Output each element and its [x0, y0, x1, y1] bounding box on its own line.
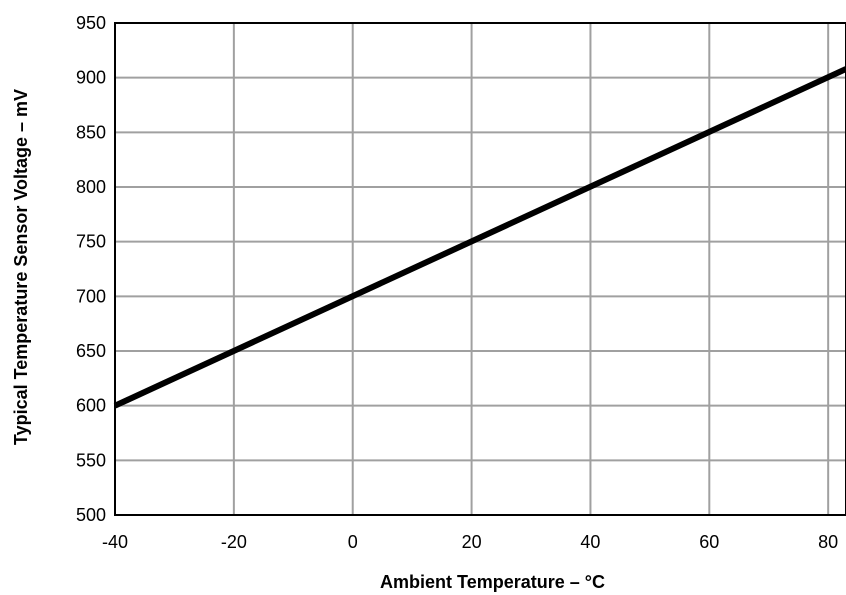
series-group	[113, 66, 846, 409]
y-tick-label: 750	[76, 232, 106, 252]
x-gridlines	[232, 23, 830, 515]
y-tick-label: 550	[76, 450, 106, 470]
plot-frame	[114, 22, 846, 516]
x-tick-label: 20	[462, 532, 482, 552]
x-tick-label: 60	[699, 532, 719, 552]
y-gridlines	[115, 76, 846, 462]
x-tick-label: 0	[348, 532, 358, 552]
y-tick-label: 850	[76, 122, 106, 142]
x-axis-title: Ambient Temperature – °C	[380, 572, 605, 592]
x-tick-label: -40	[102, 532, 128, 552]
y-tick-labels: 500 550 600 650 700 750 800 850 900 950	[76, 13, 106, 525]
y-tick-label: 950	[76, 13, 106, 33]
x-tick-labels: -40 -20 0 20 40 60 80	[102, 532, 838, 552]
y-tick-label: 900	[76, 68, 106, 88]
x-tick-label: 80	[818, 532, 838, 552]
y-tick-label: 800	[76, 177, 106, 197]
y-tick-label: 650	[76, 341, 106, 361]
y-axis-title: Typical Temperature Sensor Voltage – mV	[11, 89, 31, 445]
y-tick-label: 600	[76, 396, 106, 416]
y-tick-label: 500	[76, 505, 106, 525]
x-tick-label: -20	[221, 532, 247, 552]
y-tick-label: 700	[76, 286, 106, 306]
series-line-0	[113, 66, 846, 409]
x-tick-label: 40	[580, 532, 600, 552]
